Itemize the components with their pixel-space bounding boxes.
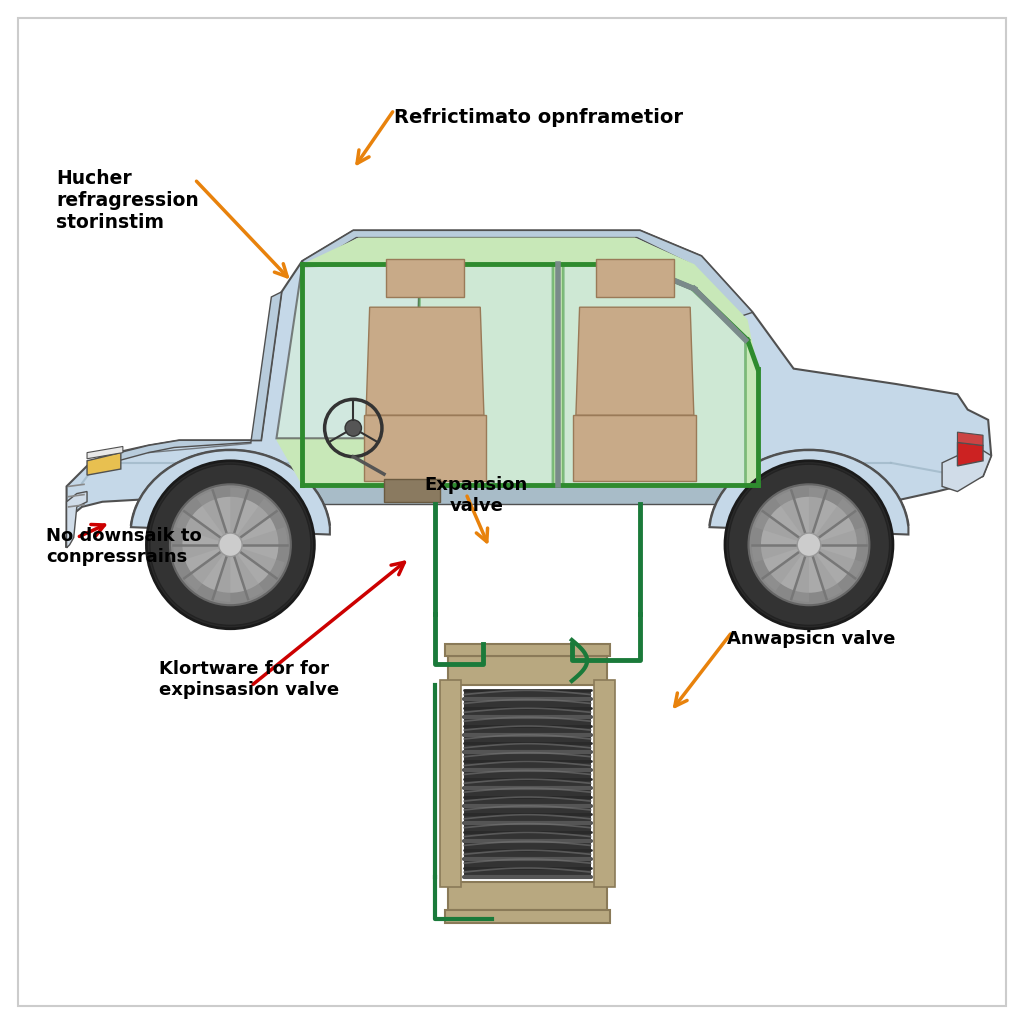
- Bar: [444, 644, 610, 656]
- Circle shape: [725, 461, 893, 629]
- Bar: [444, 910, 610, 923]
- Text: No downsaik to
conpressrains: No downsaik to conpressrains: [46, 527, 202, 566]
- Polygon shape: [108, 292, 282, 463]
- Polygon shape: [563, 264, 745, 485]
- FancyArrowPatch shape: [253, 562, 404, 684]
- Polygon shape: [752, 545, 809, 562]
- Polygon shape: [957, 442, 983, 466]
- Circle shape: [728, 464, 890, 626]
- FancyArrowPatch shape: [79, 524, 104, 537]
- Polygon shape: [942, 451, 991, 492]
- Polygon shape: [809, 545, 863, 579]
- Polygon shape: [276, 264, 420, 438]
- Polygon shape: [415, 264, 553, 485]
- Polygon shape: [173, 545, 230, 562]
- Circle shape: [219, 534, 242, 556]
- FancyArrowPatch shape: [197, 181, 288, 276]
- Polygon shape: [809, 499, 855, 545]
- Circle shape: [146, 461, 314, 629]
- Circle shape: [150, 464, 311, 626]
- Polygon shape: [809, 487, 826, 545]
- Polygon shape: [792, 545, 809, 602]
- Circle shape: [181, 496, 280, 594]
- Polygon shape: [176, 511, 230, 545]
- Polygon shape: [364, 415, 486, 481]
- Bar: [302, 485, 748, 504]
- Polygon shape: [67, 230, 991, 548]
- Polygon shape: [197, 490, 230, 545]
- Polygon shape: [230, 545, 264, 599]
- Polygon shape: [213, 545, 230, 602]
- Circle shape: [760, 496, 858, 594]
- Text: Expansion
valve: Expansion valve: [425, 476, 527, 515]
- Bar: [440, 680, 461, 887]
- Bar: [449, 882, 606, 910]
- Polygon shape: [159, 500, 302, 504]
- Bar: [594, 680, 614, 887]
- Polygon shape: [573, 415, 696, 481]
- Bar: [464, 690, 591, 877]
- Circle shape: [170, 484, 291, 605]
- Polygon shape: [302, 230, 753, 317]
- Polygon shape: [737, 502, 891, 506]
- Text: Hucher
refragression
storinstim: Hucher refragression storinstim: [56, 169, 199, 232]
- Polygon shape: [184, 545, 230, 591]
- Polygon shape: [131, 451, 330, 535]
- Circle shape: [749, 484, 869, 605]
- Circle shape: [345, 420, 361, 436]
- Polygon shape: [230, 487, 248, 545]
- Polygon shape: [575, 307, 694, 415]
- Polygon shape: [775, 490, 809, 545]
- Circle shape: [798, 534, 820, 556]
- Polygon shape: [67, 492, 87, 548]
- Bar: [449, 656, 606, 685]
- Polygon shape: [87, 446, 123, 459]
- FancyArrowPatch shape: [467, 496, 487, 542]
- FancyArrowPatch shape: [675, 634, 730, 707]
- Polygon shape: [87, 453, 121, 475]
- Polygon shape: [710, 451, 908, 535]
- Polygon shape: [276, 238, 758, 485]
- Text: Klortware for for
expinsasion valve: Klortware for for expinsasion valve: [159, 660, 339, 699]
- Bar: [384, 479, 440, 502]
- Polygon shape: [809, 527, 866, 545]
- Polygon shape: [230, 499, 276, 545]
- Polygon shape: [366, 307, 484, 415]
- Polygon shape: [230, 545, 285, 579]
- Polygon shape: [957, 432, 983, 445]
- FancyArrowPatch shape: [357, 112, 392, 164]
- Polygon shape: [755, 511, 809, 545]
- Bar: [386, 259, 464, 297]
- Polygon shape: [763, 545, 809, 591]
- Polygon shape: [809, 545, 843, 599]
- Text: Refrictimato opnframetior: Refrictimato opnframetior: [394, 108, 683, 127]
- Bar: [596, 259, 674, 297]
- Polygon shape: [230, 527, 288, 545]
- Text: Anwapsicn valve: Anwapsicn valve: [727, 630, 895, 648]
